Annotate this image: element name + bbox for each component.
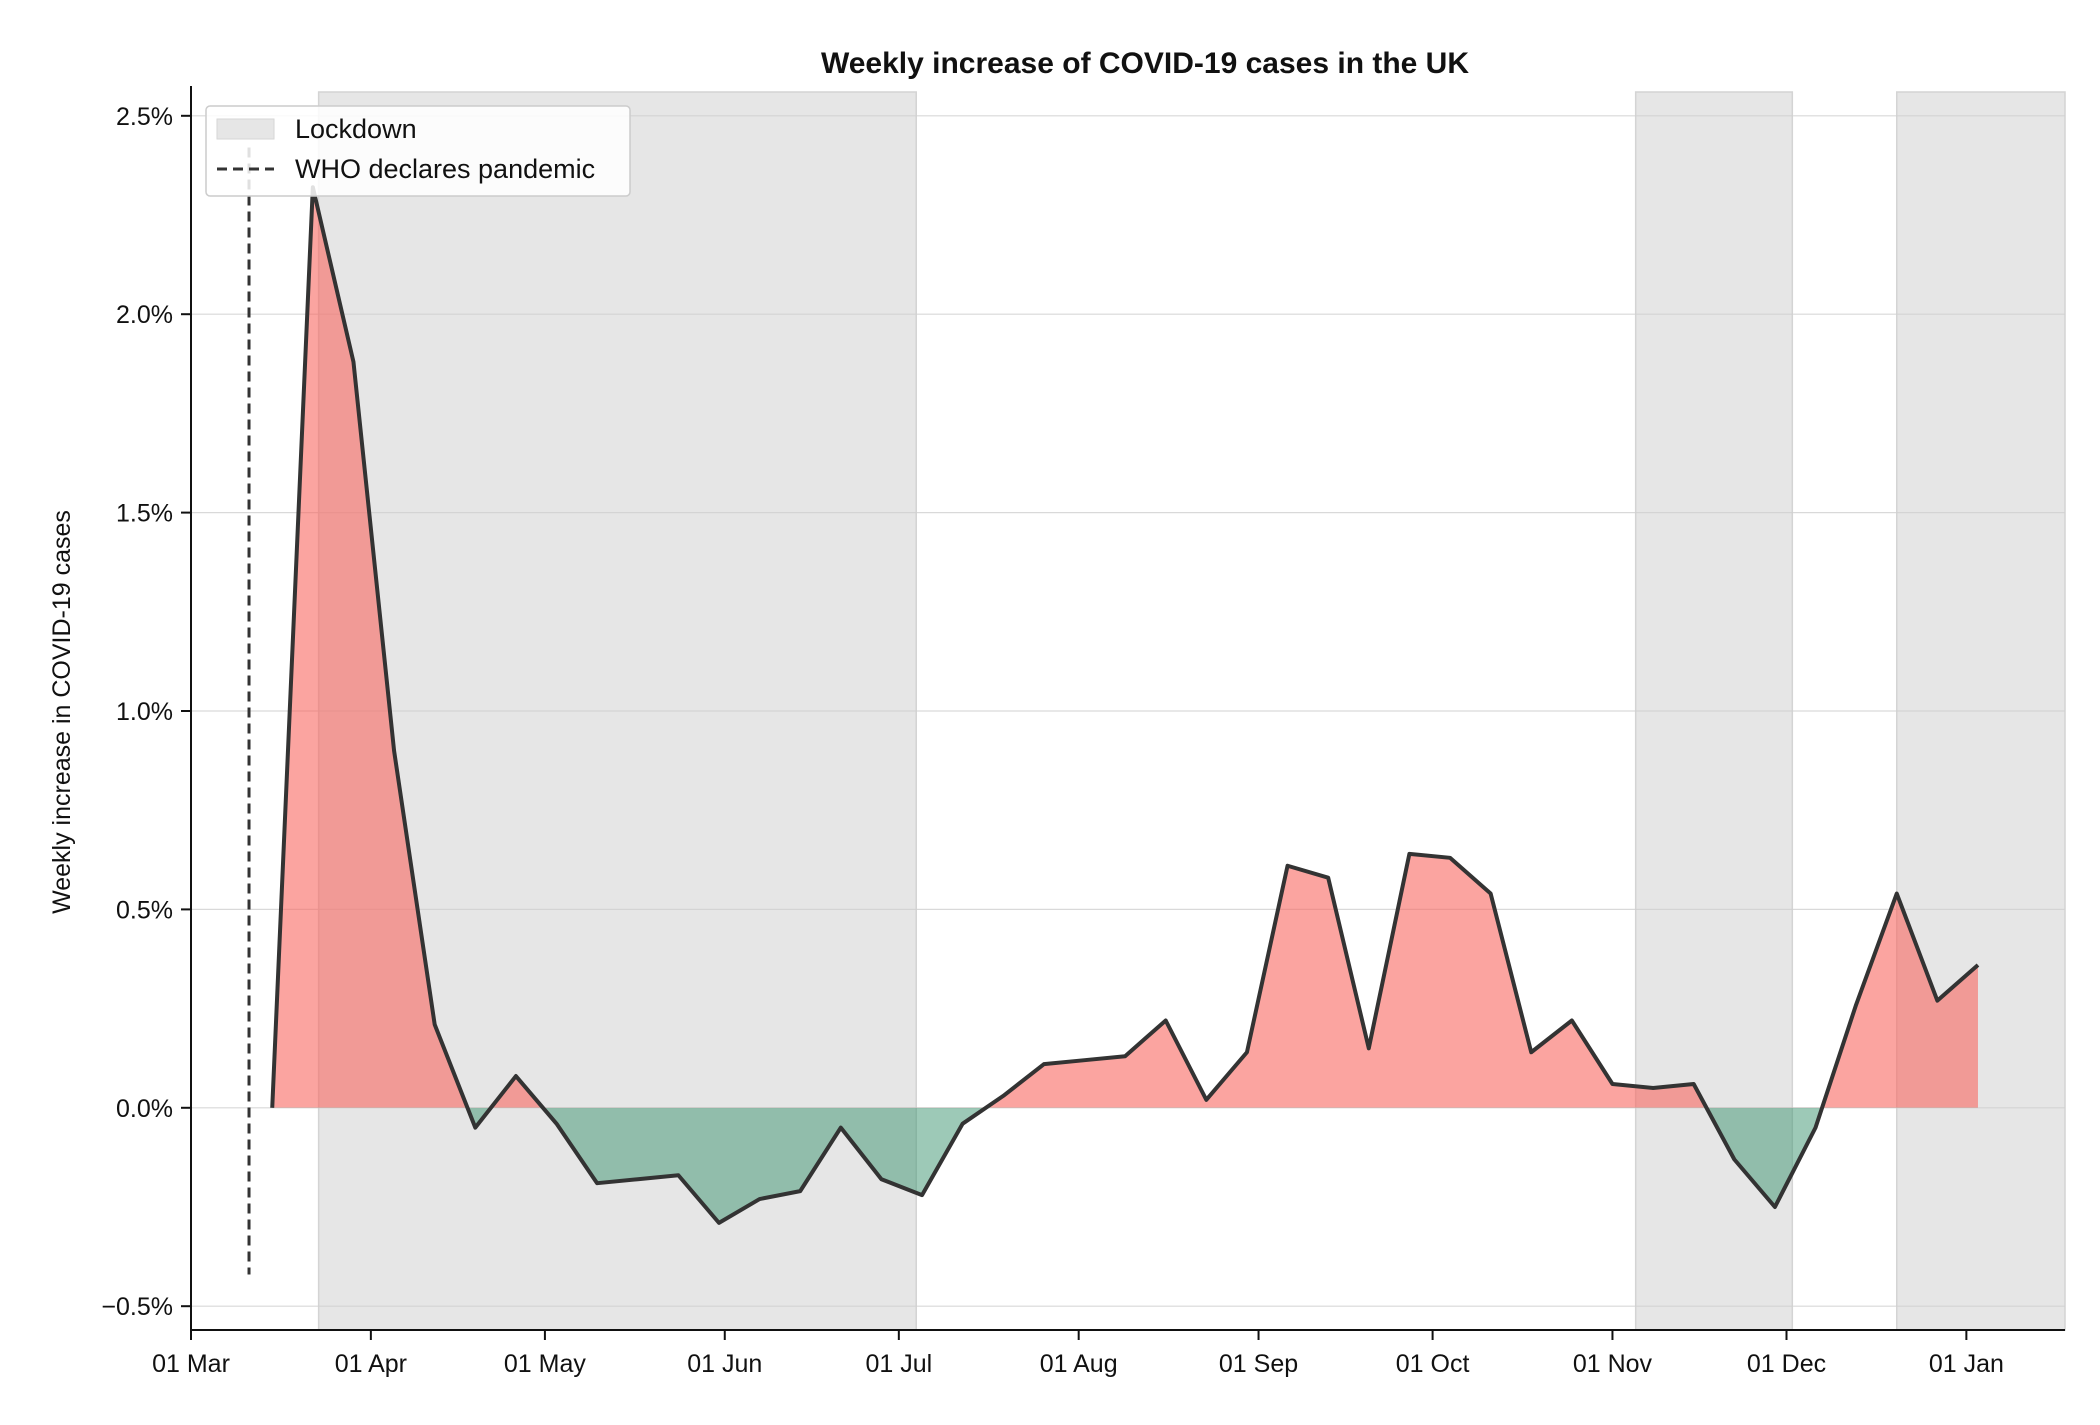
legend-lockdown-swatch [217, 119, 274, 139]
x-tick-label: 01 Jan [1929, 1350, 2004, 1378]
legend: Lockdown WHO declares pandemic [206, 106, 630, 196]
y-tick-label: 0.5% [116, 896, 173, 924]
x-tick-label: 01 Jun [687, 1350, 762, 1378]
x-tick-label: 01 Sep [1219, 1350, 1298, 1378]
y-tick-label: 0.0% [116, 1095, 173, 1123]
x-tick-label: 01 May [504, 1350, 586, 1378]
x-tick-label: 01 Aug [1040, 1350, 1118, 1378]
x-tick-label: 01 Dec [1747, 1350, 1826, 1378]
legend-who-label: WHO declares pandemic [295, 154, 595, 184]
legend-lockdown-label: Lockdown [295, 114, 417, 144]
x-tick-label: 01 Apr [335, 1350, 407, 1378]
x-tick-label: 01 Oct [1396, 1350, 1470, 1378]
y-tick-label: 2.0% [116, 301, 173, 329]
x-tick-label: 01 Jul [865, 1350, 932, 1378]
y-tick-label: −0.5% [101, 1293, 173, 1321]
y-tick-label: 1.0% [116, 698, 173, 726]
y-tick-label: 1.5% [116, 500, 173, 528]
y-axis-label: Weekly increase in COVID-19 cases [48, 510, 76, 914]
x-tick-label: 01 Mar [152, 1350, 230, 1378]
y-tick-label: 2.5% [116, 103, 173, 131]
x-tick-label: 01 Nov [1573, 1350, 1653, 1378]
chart-title: Weekly increase of COVID-19 cases in the… [821, 47, 1469, 80]
